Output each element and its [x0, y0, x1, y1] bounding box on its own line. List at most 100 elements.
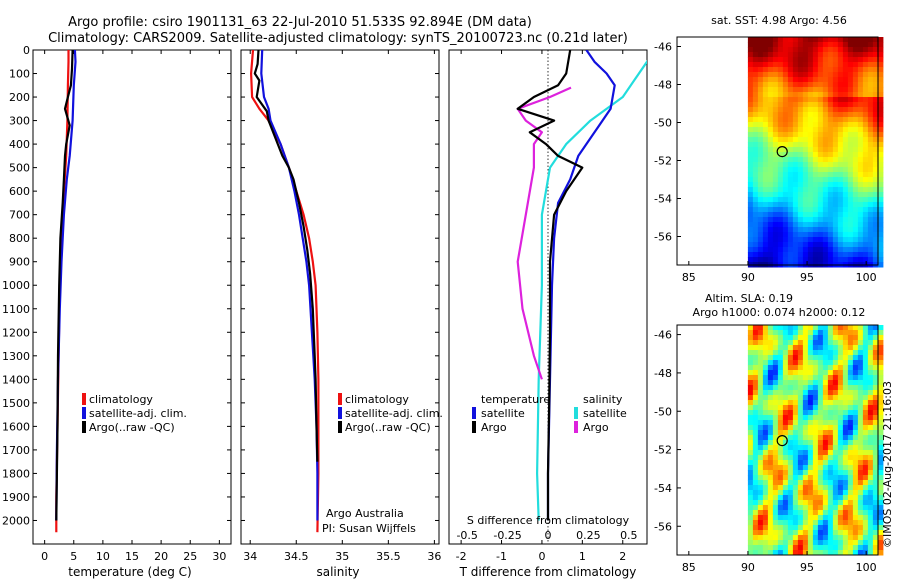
- map-cell: [817, 72, 824, 78]
- map-cell: [877, 47, 884, 53]
- map-cell: [757, 42, 764, 48]
- map-cell: [802, 530, 809, 536]
- map-cell: [817, 182, 824, 188]
- map-cell: [817, 127, 824, 133]
- map-cell: [787, 97, 794, 103]
- map-cell: [772, 395, 779, 401]
- map-cell: [837, 202, 844, 208]
- map-cell: [792, 470, 799, 476]
- map-cell: [767, 242, 774, 248]
- map-cell: [837, 222, 844, 228]
- map-cell: [782, 550, 789, 556]
- map-cell: [847, 410, 854, 416]
- map-cell: [777, 450, 784, 456]
- map-cell: [867, 355, 874, 361]
- map-cell: [747, 450, 754, 456]
- map-cell: [877, 340, 884, 346]
- map-cell: [757, 257, 764, 263]
- map-cell: [837, 252, 844, 258]
- map-cell: [752, 97, 759, 103]
- map-cell: [747, 485, 754, 491]
- map-cell: [797, 107, 804, 113]
- map-cell: [782, 42, 789, 48]
- map-cell: [817, 247, 824, 253]
- map-cell: [872, 122, 879, 128]
- map-cell: [752, 247, 759, 253]
- map-cell: [752, 242, 759, 248]
- legend-label-t-satellite: satellite: [481, 407, 525, 420]
- map-cell: [852, 227, 859, 233]
- map-cell: [797, 405, 804, 411]
- map-cell: [757, 485, 764, 491]
- map-cell: [792, 510, 799, 516]
- map-cell: [772, 420, 779, 426]
- map-cell: [812, 212, 819, 218]
- map-cell: [767, 157, 774, 163]
- map-cell: [877, 365, 884, 371]
- map-cell: [812, 257, 819, 263]
- map-y-tick-label: -54: [654, 482, 672, 495]
- map-cell: [797, 520, 804, 526]
- map-cell: [767, 202, 774, 208]
- map-cell: [807, 67, 814, 73]
- difference-legend: temperature salinity satellite satellite…: [472, 393, 627, 434]
- map-cell: [777, 485, 784, 491]
- map-cell: [757, 97, 764, 103]
- map-cell: [842, 197, 849, 203]
- map-cell: [752, 335, 759, 341]
- map-cell: [862, 495, 869, 501]
- map-cell: [782, 92, 789, 98]
- map-cell: [877, 37, 884, 43]
- map-cell: [852, 87, 859, 93]
- map-cell: [807, 430, 814, 436]
- map-cell: [837, 257, 844, 263]
- map-cell: [767, 37, 774, 43]
- map-cell: [767, 375, 774, 381]
- map-cell: [867, 232, 874, 238]
- map-cell: [837, 505, 844, 511]
- map-cell: [852, 127, 859, 133]
- map-cell: [877, 405, 884, 411]
- map-cell: [792, 72, 799, 78]
- map-cell: [752, 232, 759, 238]
- map-cell: [757, 127, 764, 133]
- map-cell: [852, 505, 859, 511]
- map-cell: [792, 242, 799, 248]
- x-tick-label: 15: [125, 550, 139, 563]
- map-cell: [827, 202, 834, 208]
- map-cell: [777, 425, 784, 431]
- map-cell: [802, 192, 809, 198]
- map-cell: [857, 445, 864, 451]
- map-cell: [787, 495, 794, 501]
- salinity-legend: climatology satellite-adj. clim. Argo(..…: [338, 393, 443, 434]
- map-cell: [827, 182, 834, 188]
- map-cell: [777, 440, 784, 446]
- map-cell: [802, 157, 809, 163]
- map-cell: [842, 385, 849, 391]
- map-cell: [852, 177, 859, 183]
- map-cell: [817, 237, 824, 243]
- map-cell: [872, 87, 879, 93]
- map-cell: [782, 345, 789, 351]
- map-cell: [797, 545, 804, 551]
- map-cell: [837, 212, 844, 218]
- map-cell: [792, 540, 799, 546]
- legend-swatch-argo: [82, 421, 86, 433]
- map-cell: [847, 425, 854, 431]
- map-cell: [827, 147, 834, 153]
- map-cell: [812, 197, 819, 203]
- map-cell: [747, 162, 754, 168]
- map-cell: [792, 117, 799, 123]
- map-cell: [807, 380, 814, 386]
- map-cell: [772, 187, 779, 193]
- map-cell: [757, 445, 764, 451]
- map-cell: [877, 132, 884, 138]
- map-cell: [752, 37, 759, 43]
- map-cell: [777, 360, 784, 366]
- map-cell: [812, 345, 819, 351]
- map-cell: [877, 385, 884, 391]
- map-cell: [837, 355, 844, 361]
- map-cell: [872, 187, 879, 193]
- map-cell: [832, 237, 839, 243]
- map-cell: [877, 375, 884, 381]
